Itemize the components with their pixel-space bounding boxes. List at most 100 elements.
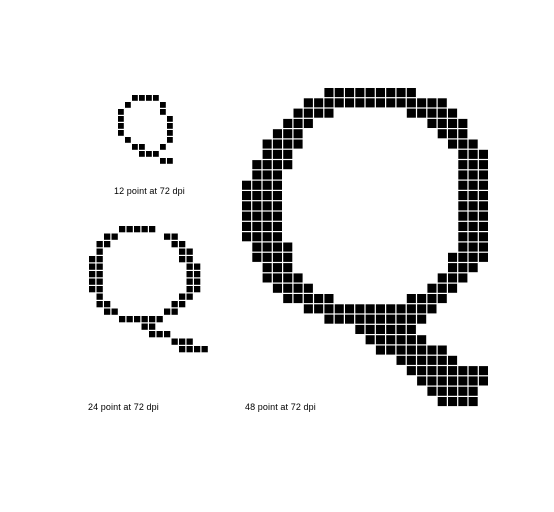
- glyph-pixel: [186, 286, 193, 293]
- glyph-pixel: [458, 366, 468, 376]
- glyph-pixel: [314, 108, 324, 118]
- glyph-pixel: [272, 180, 282, 190]
- glyph-pixel: [375, 88, 385, 98]
- glyph-pixel: [427, 345, 437, 355]
- glyph-pixel: [458, 376, 468, 386]
- glyph-pixel: [396, 345, 406, 355]
- glyph-pixel: [167, 137, 173, 143]
- glyph-pixel: [448, 139, 458, 149]
- glyph-pixel: [448, 252, 458, 262]
- glyph-pixel: [186, 248, 193, 255]
- glyph-pixel: [386, 345, 396, 355]
- glyph-pixel: [478, 221, 488, 231]
- glyph-pixel: [252, 232, 262, 242]
- glyph-pixel: [272, 232, 282, 242]
- glyph-pixel: [141, 316, 148, 323]
- glyph-pixel: [179, 301, 186, 308]
- glyph-pixel: [160, 158, 166, 164]
- glyph-pixel: [468, 242, 478, 252]
- glyph-pixel: [96, 271, 103, 278]
- glyph-pixel: [448, 263, 458, 273]
- glyph-pixel: [141, 323, 148, 330]
- glyph-pixel: [468, 160, 478, 170]
- glyph-pixel: [324, 88, 334, 98]
- glyph-pixel: [164, 331, 171, 338]
- glyph-pixel: [242, 232, 252, 242]
- glyph-pixel: [386, 324, 396, 334]
- glyph-pixel: [272, 170, 282, 180]
- glyph-pixel: [406, 304, 416, 314]
- glyph-pixel: [468, 366, 478, 376]
- glyph-pixel: [427, 108, 437, 118]
- glyph-pixel: [89, 256, 96, 263]
- glyph-pixel: [252, 191, 262, 201]
- glyph-pixel: [171, 338, 178, 345]
- glyph-pixel: [417, 335, 427, 345]
- glyph-pixel: [171, 308, 178, 315]
- glyph-pixel: [417, 366, 427, 376]
- glyph-pixel: [194, 346, 201, 353]
- glyph-pixel: [417, 345, 427, 355]
- glyph-pixel: [468, 397, 478, 407]
- glyph-pixel: [272, 191, 282, 201]
- glyph-pixel: [427, 376, 437, 386]
- glyph-pixel: [125, 102, 131, 108]
- glyph-pixel: [417, 376, 427, 386]
- glyph-pixel: [458, 397, 468, 407]
- glyph-pixel: [478, 232, 488, 242]
- glyph-pixel: [141, 226, 148, 233]
- glyph-pixel: [478, 160, 488, 170]
- glyph-pixel: [96, 263, 103, 270]
- glyph-pixel: [252, 211, 262, 221]
- glyph-pixel: [448, 273, 458, 283]
- glyph-pixel: [96, 278, 103, 285]
- glyph-pixel: [417, 294, 427, 304]
- glyph-pixel: [468, 232, 478, 242]
- glyph-pixel: [375, 335, 385, 345]
- glyph-pixel: [303, 98, 313, 108]
- glyph-pixel: [156, 331, 163, 338]
- glyph-pixel: [283, 283, 293, 293]
- glyph-pixel: [262, 211, 272, 221]
- glyph-pixel: [437, 118, 447, 128]
- glyph-pixel: [437, 98, 447, 108]
- glyph-pixel: [96, 248, 103, 255]
- glyph-pixel: [186, 278, 193, 285]
- glyph-pixel: [164, 233, 171, 240]
- glyph-pixel: [365, 324, 375, 334]
- glyph-pixel: [355, 314, 365, 324]
- glyph-pixel: [334, 314, 344, 324]
- glyph-pixel: [272, 273, 282, 283]
- glyph-pixel: [406, 355, 416, 365]
- glyph-pixel: [458, 129, 468, 139]
- glyph-pixel: [468, 170, 478, 180]
- glyph-pixel: [125, 137, 131, 143]
- glyph-pixel: [262, 149, 272, 159]
- glyph-pixel: [417, 98, 427, 108]
- glyph-pixel: [283, 252, 293, 262]
- glyph-pixel: [345, 314, 355, 324]
- glyph-pixel: [437, 366, 447, 376]
- glyph-pixel: [262, 242, 272, 252]
- glyph-pixel: [427, 366, 437, 376]
- glyph-pixel: [396, 304, 406, 314]
- glyph-pixel: [167, 123, 173, 129]
- glyph-pixel: [146, 95, 152, 101]
- glyph-pixel: [458, 273, 468, 283]
- glyph-pixel: [427, 304, 437, 314]
- glyph-pixel: [448, 129, 458, 139]
- glyph-pixel: [396, 355, 406, 365]
- glyph-pixel: [448, 366, 458, 376]
- glyph-pixel: [324, 108, 334, 118]
- glyph-pixel: [96, 301, 103, 308]
- glyph-pixel: [345, 98, 355, 108]
- glyph-pixel: [272, 221, 282, 231]
- glyph-pixel: [437, 294, 447, 304]
- glyph-pixel: [119, 316, 126, 323]
- caption-48pt: 48 point at 72 dpi: [245, 402, 316, 412]
- glyph-pixel: [458, 242, 468, 252]
- glyph-pixel: [132, 144, 138, 150]
- glyph-pixel: [252, 170, 262, 180]
- glyph-pixel: [272, 139, 282, 149]
- glyph-pixel: [468, 149, 478, 159]
